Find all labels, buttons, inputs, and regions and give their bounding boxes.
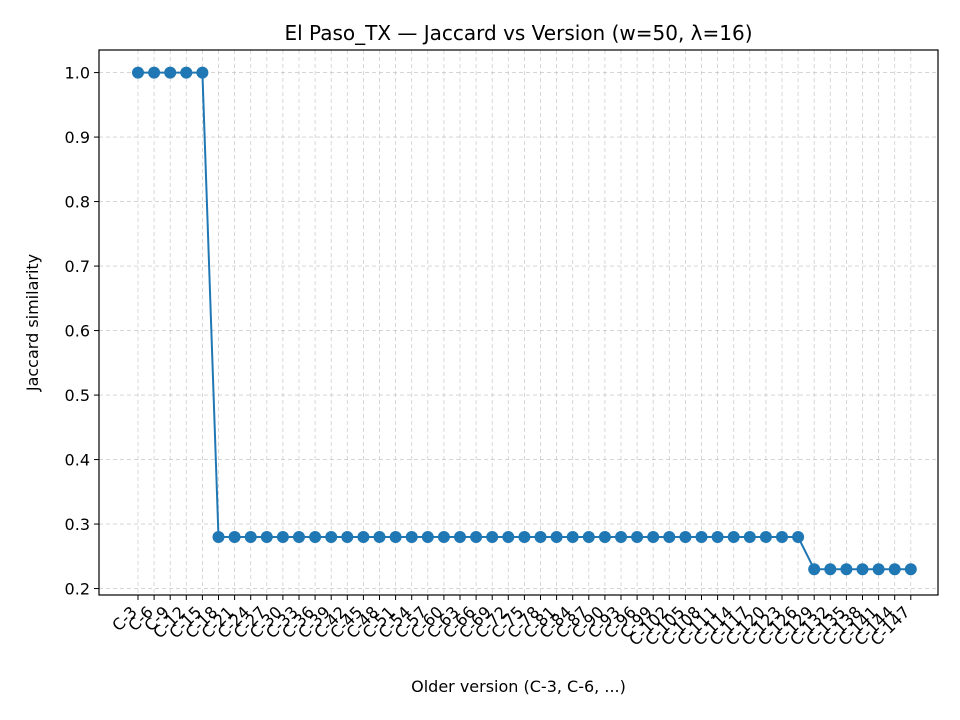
data-point: [293, 530, 305, 543]
data-point: [824, 563, 837, 576]
data-point: [888, 563, 901, 576]
data-point: [196, 66, 209, 79]
data-point: [727, 530, 740, 543]
y-tick-label: 0.8: [65, 193, 90, 212]
data-point: [631, 530, 644, 543]
data-point: [244, 530, 257, 543]
data-point: [486, 530, 499, 543]
data-point: [808, 563, 821, 576]
chart-title: El Paso_TX — Jaccard vs Version (w=50, λ…: [284, 21, 752, 45]
data-point: [663, 530, 676, 543]
y-tick-label: 0.5: [65, 386, 90, 405]
data-point: [212, 530, 225, 543]
y-tick-label: 0.3: [65, 515, 90, 534]
data-point: [148, 66, 161, 79]
data-point: [518, 530, 531, 543]
data-point: [598, 530, 611, 543]
y-tick-label: 0.7: [65, 257, 90, 276]
y-axis: 0.2 0.3 0.4 0.5 0.6 0.7 0.8 0.9 1.0: [65, 64, 99, 599]
data-point: [615, 530, 627, 543]
plot-area-frame: [98, 49, 939, 596]
y-tick-label: 1.0: [65, 64, 90, 83]
data-point: [132, 66, 144, 79]
y-tick-label: 0.2: [65, 580, 90, 599]
data-point: [341, 530, 354, 543]
data-point: [679, 530, 692, 543]
data-point: [534, 530, 547, 543]
data-point: [309, 530, 322, 543]
data-point: [373, 530, 386, 543]
data-point: [566, 530, 579, 543]
y-tick-label: 0.9: [65, 128, 90, 147]
x-axis-title: Older version (C-3, C-6, ...): [411, 677, 626, 696]
y-tick-label: 0.4: [65, 451, 90, 470]
data-point: [180, 66, 193, 79]
data-point: [405, 530, 418, 543]
data-point: [550, 530, 563, 543]
data-point: [389, 530, 402, 543]
data-point: [743, 530, 756, 543]
data-point: [454, 530, 466, 543]
data-point: [856, 563, 869, 576]
y-axis-title: Jaccard similarity: [23, 254, 42, 392]
data-point: [582, 530, 595, 543]
data-point: [437, 530, 450, 543]
data-point: [276, 530, 289, 543]
data-point: [759, 530, 772, 543]
series: [132, 66, 917, 576]
data-point: [711, 530, 724, 543]
data-point: [502, 530, 515, 543]
data-point: [647, 530, 660, 543]
data-point: [357, 530, 370, 543]
data-point: [872, 563, 885, 576]
x-axis: C-3C-6C-9C-12C-15C-18C-21C-24C-27C-30C-3…: [108, 595, 914, 649]
data-point: [325, 530, 338, 543]
data-point: [228, 530, 241, 543]
y-tick-label: 0.6: [65, 322, 90, 341]
data-point: [260, 530, 273, 543]
data-point: [695, 530, 708, 543]
data-point: [776, 530, 788, 543]
data-point: [840, 563, 853, 576]
data-point: [904, 563, 917, 576]
data-point: [470, 530, 483, 543]
data-point: [792, 530, 805, 543]
data-point: [421, 530, 434, 543]
data-point: [164, 66, 177, 79]
